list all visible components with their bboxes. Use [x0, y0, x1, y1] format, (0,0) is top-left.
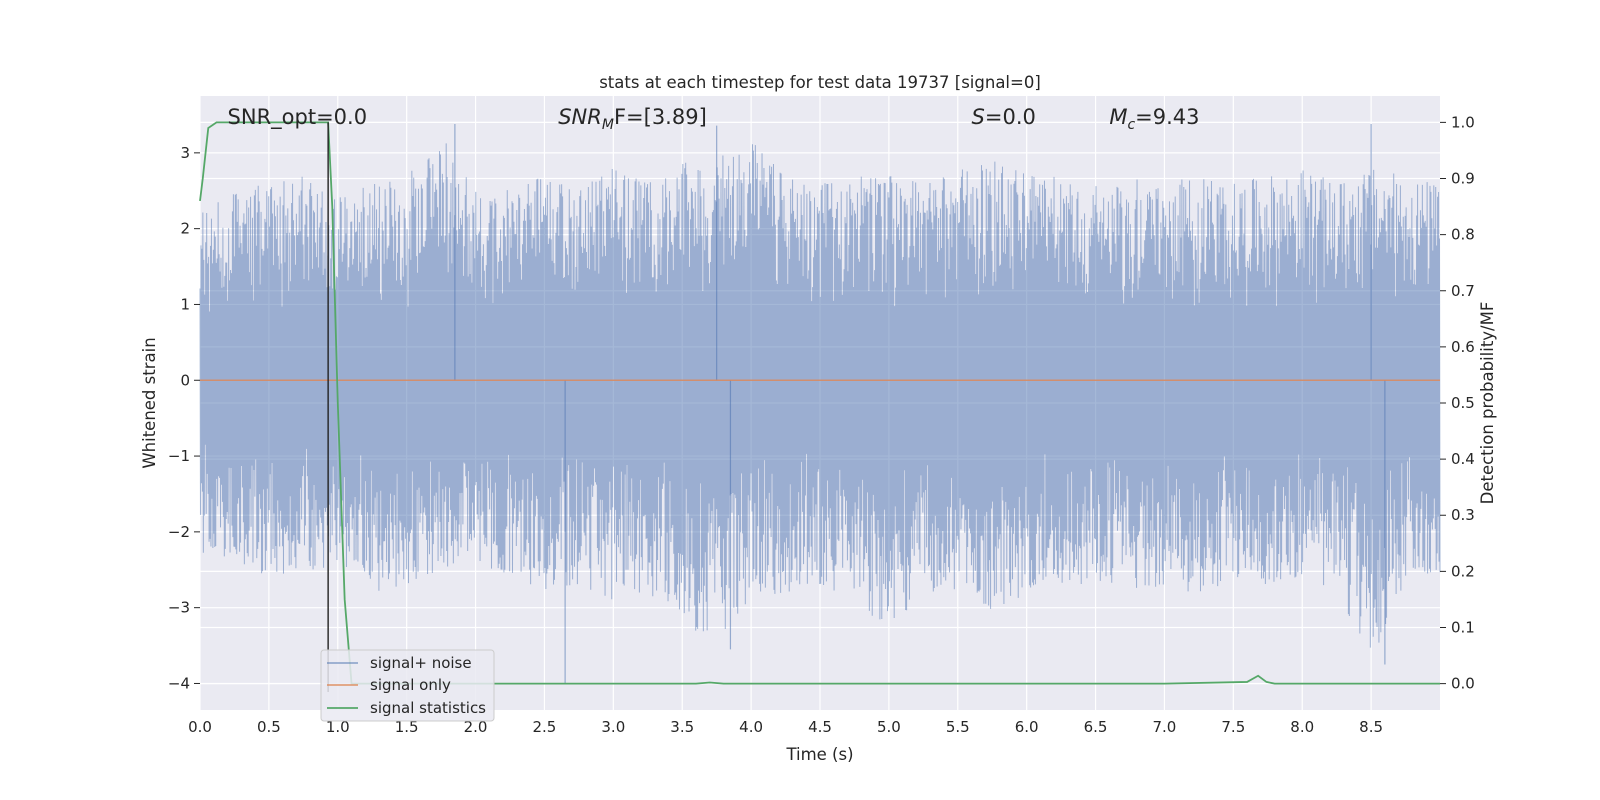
- y-left-tick-label: −4: [168, 674, 190, 692]
- y-right-tick-label: 0.8: [1451, 226, 1475, 244]
- legend-label-signal-statistics: signal statistics: [370, 699, 486, 717]
- x-tick-label: 6.5: [1084, 718, 1108, 736]
- y-right-tick-label: 0.7: [1451, 282, 1475, 300]
- y-right-tick-label: 0.0: [1451, 675, 1475, 693]
- y-right-tick-label: 0.4: [1451, 450, 1475, 468]
- signal-plus-noise-line: [199, 143, 1441, 648]
- legend: signal+ noise signal only signal statist…: [320, 649, 495, 722]
- x-axis-label: Time (s): [785, 745, 853, 764]
- annotation-3: Mc=9.43: [1109, 105, 1199, 133]
- x-tick-label: 2.5: [533, 718, 557, 736]
- y-left-tick-label: 1: [180, 295, 190, 313]
- x-tick-label: 0.0: [188, 718, 212, 736]
- y-left-tick-label: 0: [180, 371, 190, 389]
- legend-label-signal-plus-noise: signal+ noise: [370, 654, 472, 672]
- annotation-2: S=0.0: [972, 105, 1036, 129]
- y-left-tick-label: 2: [180, 220, 190, 238]
- x-tick-label: 0.5: [257, 718, 281, 736]
- y-left-tick-label: 3: [180, 144, 190, 162]
- right-y-axis-ticks: 1.0 0.9 0.8 0.7 0.6 0.5 0.4 0.3 0.2 0.1 0.0: [1440, 113, 1475, 693]
- y-right-tick-label: 0.3: [1451, 506, 1475, 524]
- x-tick-label: 5.0: [877, 718, 901, 736]
- y-right-tick-label: 0.2: [1451, 562, 1475, 580]
- x-tick-label: 8.0: [1290, 718, 1314, 736]
- y-right-tick-label: 0.1: [1451, 618, 1475, 636]
- signal-plus-noise-series: [199, 124, 1441, 684]
- x-tick-label: 4.0: [739, 718, 763, 736]
- x-tick-label: 2.0: [464, 718, 488, 736]
- left-y-axis-ticks: 3 2 1 0 −1 −2 −3 −4: [168, 144, 200, 692]
- x-tick-label: 8.5: [1359, 718, 1383, 736]
- annotation-0: SNR_opt=0.0: [228, 105, 368, 130]
- x-tick-label: 1.5: [395, 718, 419, 736]
- y-right-tick-label: 0.5: [1451, 394, 1475, 412]
- y-left-tick-label: −1: [168, 447, 190, 465]
- annotation-1: SNRMF=[3.89]: [558, 105, 707, 133]
- x-tick-label: 7.0: [1153, 718, 1177, 736]
- right-y-axis-label: Detection probability/MF: [1478, 302, 1497, 505]
- x-axis-ticks: 0.0 0.5 1.0 1.5 2.0 2.5 3.0 3.5 4.0 4.5 5.0 5.5 6.0 6…: [188, 718, 1383, 736]
- chart-title: stats at each timestep for test data 197…: [599, 73, 1041, 92]
- left-y-axis-label: Whitened strain: [140, 337, 159, 468]
- x-tick-label: 6.0: [1015, 718, 1039, 736]
- x-tick-label: 4.5: [808, 718, 832, 736]
- legend-label-signal-only: signal only: [370, 676, 451, 694]
- annotations: SNR_opt=0.0 SNRMF=[3.89] S=0.0 Mc=9.43: [228, 105, 1200, 133]
- x-tick-label: 7.5: [1221, 718, 1245, 736]
- y-left-tick-label: −2: [168, 523, 190, 541]
- x-tick-label: 3.5: [670, 718, 694, 736]
- x-tick-label: 1.0: [326, 718, 350, 736]
- y-left-tick-label: −3: [168, 599, 190, 617]
- x-tick-label: 5.5: [946, 718, 970, 736]
- x-tick-label: 3.0: [601, 718, 625, 736]
- legend-box: [320, 649, 495, 722]
- y-right-tick-label: 0.9: [1451, 170, 1475, 188]
- y-right-tick-label: 0.6: [1451, 338, 1475, 356]
- y-right-tick-label: 1.0: [1451, 113, 1475, 131]
